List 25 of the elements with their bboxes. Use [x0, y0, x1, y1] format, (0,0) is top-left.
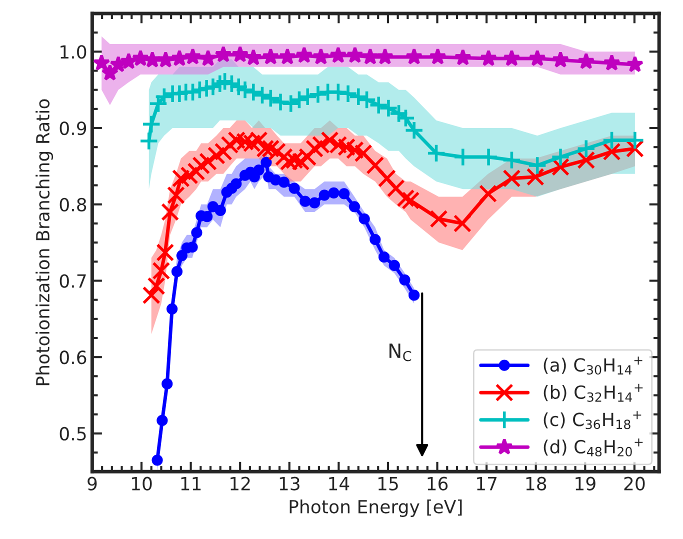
x-tick-label: 17	[477, 477, 497, 490]
x-tick-label: 11	[181, 477, 201, 490]
x-tick-label: 20	[624, 476, 645, 490]
annotation: N$_{C}$	[390, 344, 412, 362]
y-tick-label: 1.0	[60, 45, 86, 59]
x-tick-label: 16	[428, 476, 448, 490]
x-tick-label: 12	[230, 476, 250, 490]
legend-label: (a) C$_{30}$H$_{14}$$^{+}$	[544, 356, 642, 375]
legend-label: (c) C$_{36}$H$_{18}$$^{+}$	[544, 411, 642, 430]
y-axis-title: Photoionization Branching Ratio	[36, 99, 54, 386]
x-tick-label: 9	[88, 476, 97, 490]
y-tick-label: 0.7	[60, 274, 86, 288]
y-tick-label: 0.8	[60, 198, 86, 212]
legend-label: (b) C$_{32}$H$_{14}$$^{+}$	[544, 384, 643, 402]
x-tick-label: 13	[280, 476, 300, 490]
legend-label: (d) C$_{48}$H$_{20}$$^{+}$	[544, 438, 643, 456]
x-tick-label: 14	[329, 477, 350, 490]
x-tick-label: 10	[132, 476, 152, 490]
x-tick-label: 19	[576, 476, 596, 490]
y-tick-label: 0.5	[60, 426, 86, 441]
x-axis-title: Photon Energy [eV]	[290, 500, 462, 517]
x-tick-label: 18	[526, 476, 546, 490]
y-tick-label: 0.9	[60, 121, 86, 136]
x-tick-label: 15	[378, 477, 398, 490]
y-tick-label: 0.6	[60, 350, 86, 364]
